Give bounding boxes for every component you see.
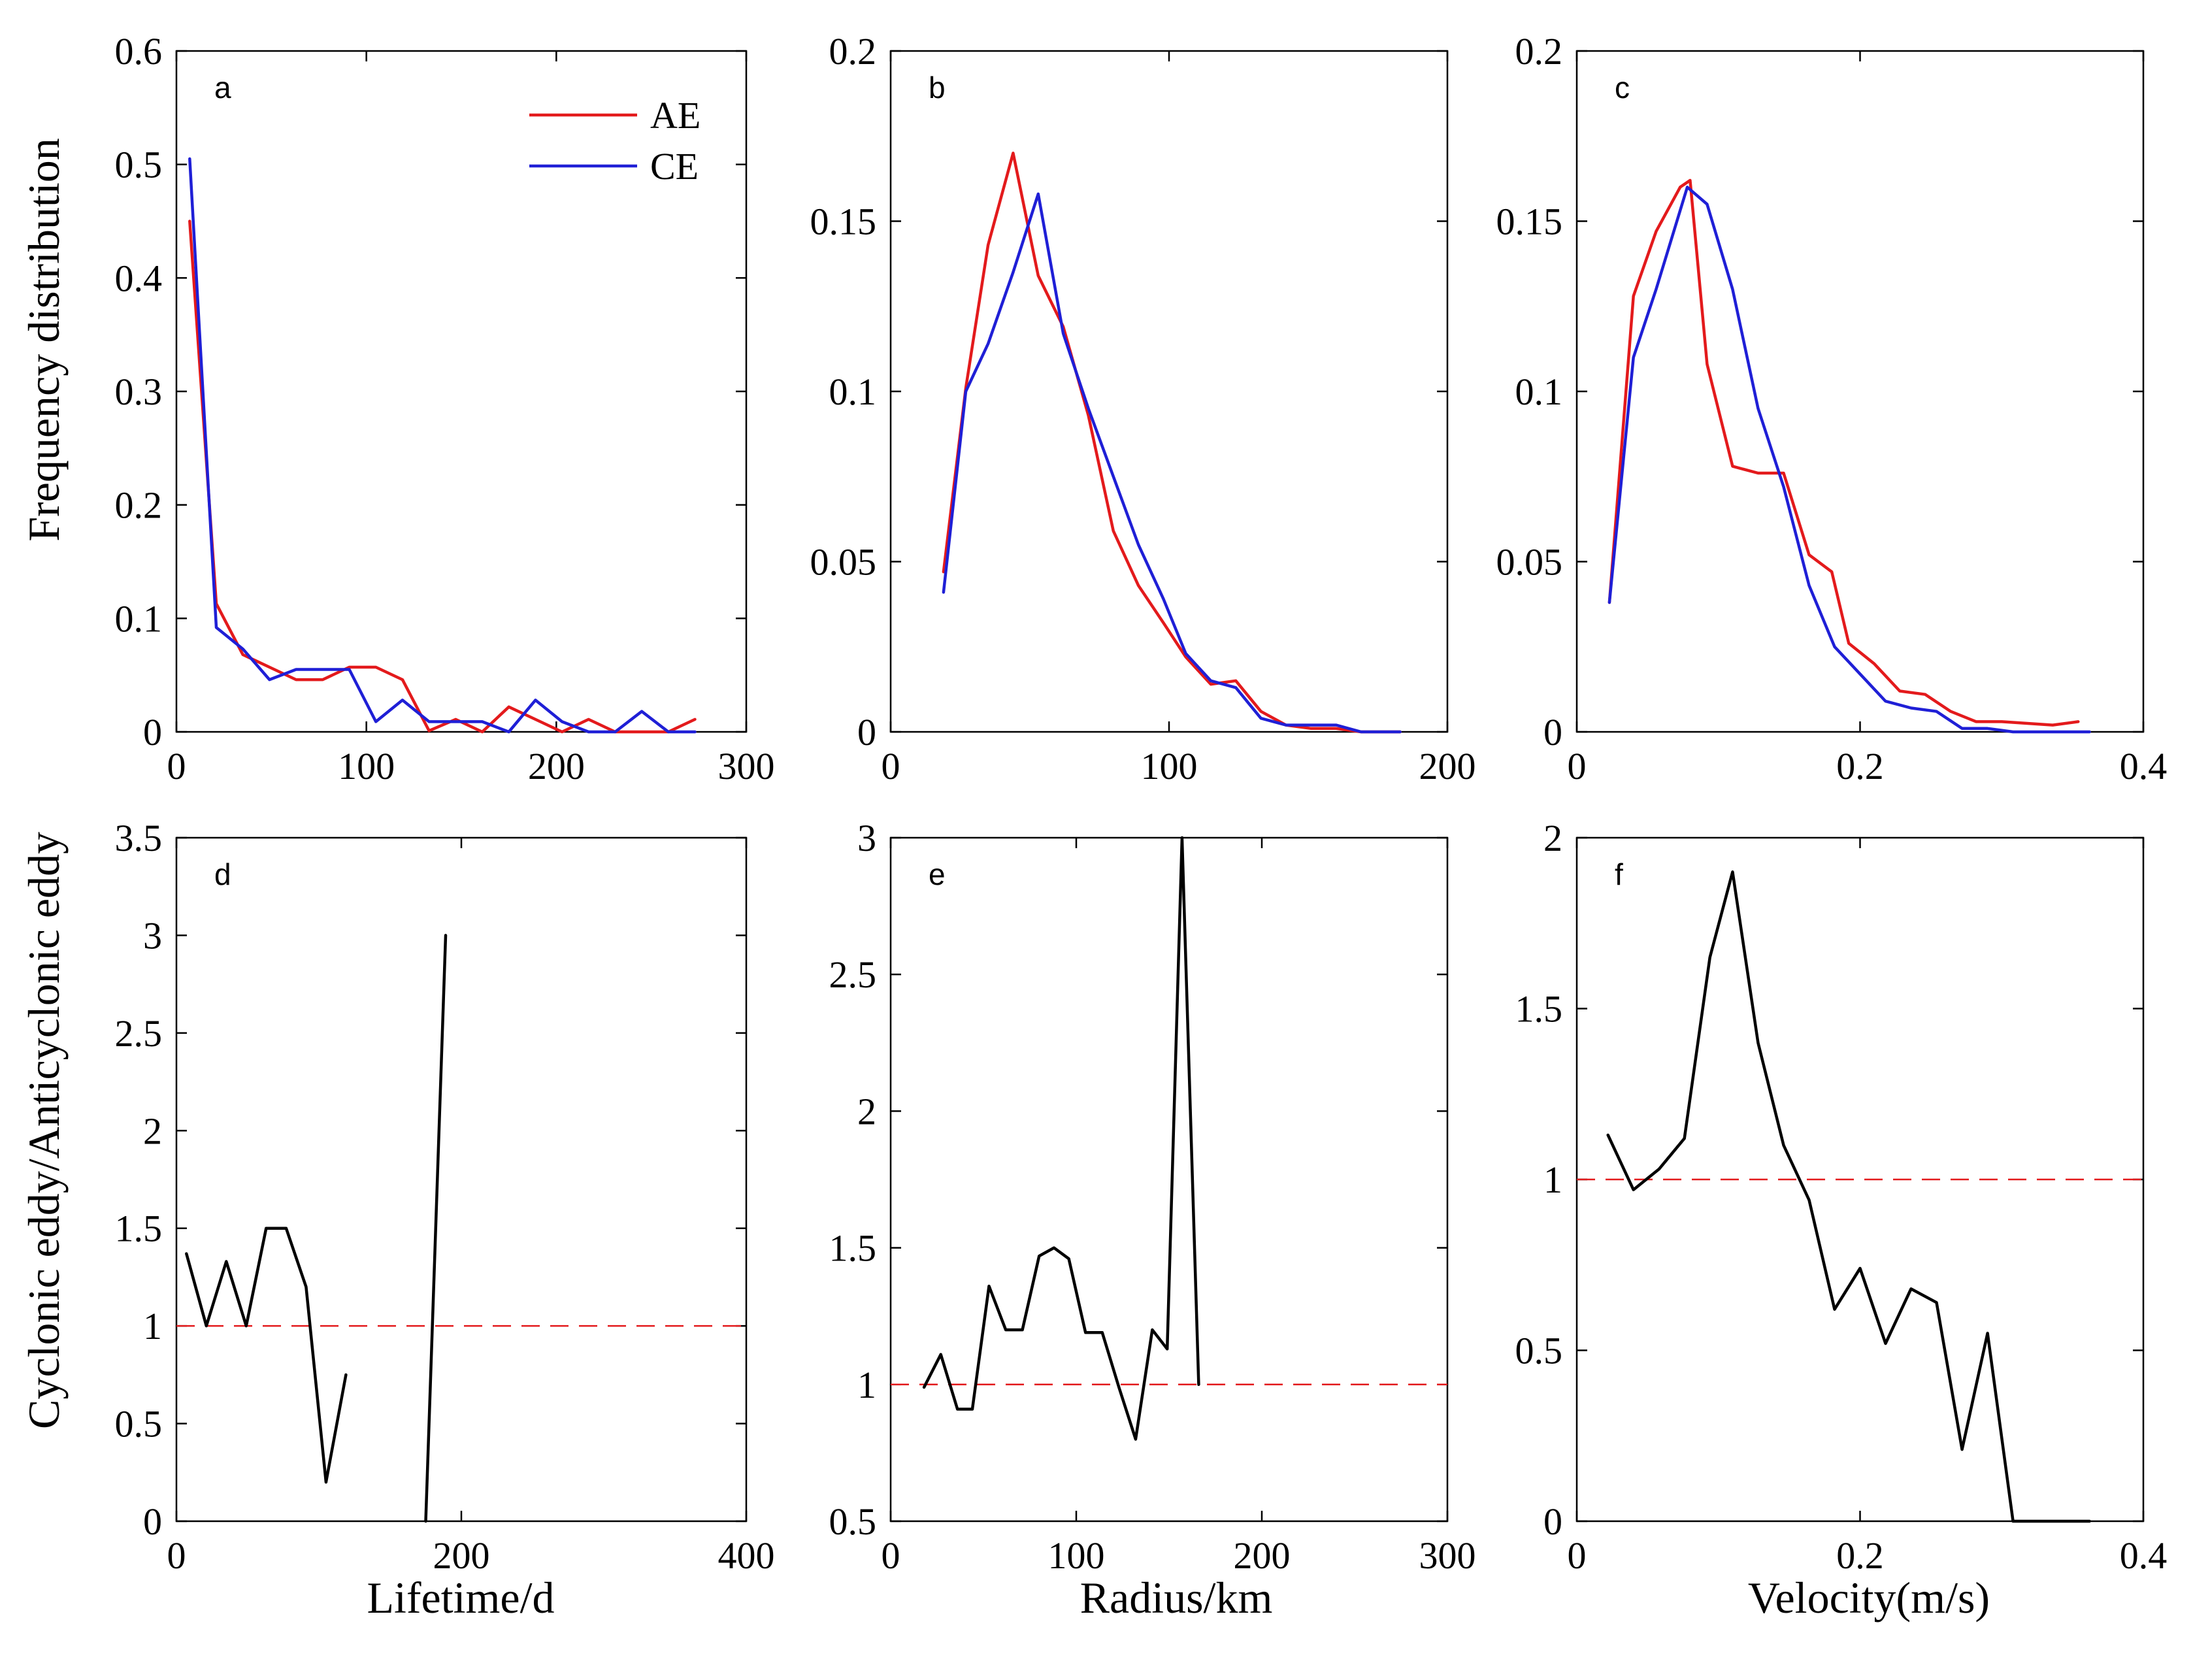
- y-tick-label-b-1: 0.05: [810, 541, 877, 584]
- x-tick-label-c-1: 0.2: [1836, 745, 1884, 787]
- series-line-a-ce: [188, 157, 697, 734]
- x-tick-label-a-2: 200: [528, 745, 585, 787]
- y-axis-label-top: Frequency distribution: [19, 138, 69, 542]
- y-tick-label-f-2: 1: [1543, 1159, 1562, 1201]
- x-tick-label-a-0: 0: [167, 745, 186, 787]
- x-tick-label-b-1: 100: [1141, 745, 1198, 787]
- y-tick-label-a-5: 0.5: [115, 144, 163, 186]
- y-tick-label-d-5: 2.5: [115, 1012, 163, 1055]
- y-tick-label-d-2: 1: [143, 1305, 162, 1347]
- panel-label-d: d: [214, 857, 231, 891]
- y-tick-label-f-0: 0: [1543, 1500, 1562, 1543]
- y-tick-label-e-0: 0.5: [829, 1500, 877, 1543]
- series-line-e-ratio: [922, 836, 1200, 1441]
- axes-box-f: [1575, 836, 2145, 1523]
- y-axis-label-bottom: Cyclonic eddy/Anticyclonic eddy: [19, 832, 69, 1429]
- x-axis-label-lifetime: Lifetime/d: [367, 1573, 554, 1622]
- series-line-c-ae: [1608, 178, 2080, 727]
- y-tick-label-b-3: 0.15: [810, 201, 877, 243]
- panel-label-b: b: [929, 71, 946, 105]
- y-tick-label-b-4: 0.2: [829, 30, 877, 73]
- axes-box-c: [1575, 50, 2145, 733]
- panel-b: 0 100 200 0 0.05 0.1 0.15 0.2 b: [810, 30, 1476, 787]
- panel-label-c: c: [1615, 71, 1630, 105]
- y-tick-label-f-4: 2: [1543, 817, 1562, 859]
- y-tick-label-a-3: 0.3: [115, 371, 163, 413]
- y-tick-label-a-2: 0.2: [115, 484, 163, 527]
- y-tick-label-e-4: 2.5: [829, 953, 877, 996]
- x-tick-label-f-0: 0: [1568, 1534, 1587, 1577]
- y-tick-label-d-3: 1.5: [115, 1208, 163, 1250]
- y-tick-label-c-1: 0.05: [1496, 541, 1563, 584]
- x-tick-label-d-1: 200: [433, 1534, 490, 1577]
- y-tick-label-b-0: 0: [857, 711, 876, 753]
- x-tick-label-b-0: 0: [882, 745, 900, 787]
- x-tick-label-e-3: 300: [1419, 1534, 1476, 1577]
- y-tick-label-d-0: 0: [143, 1500, 162, 1543]
- y-tick-label-e-5: 3: [857, 817, 876, 859]
- y-tick-label-a-0: 0: [143, 711, 162, 753]
- x-tick-label-a-3: 300: [718, 745, 775, 787]
- series-line-d-ratio-seg0: [185, 1227, 348, 1484]
- panel-d: 0 200 400 0 0.5 1 1.5 2 2.5 3 3.5 d: [115, 817, 775, 1577]
- y-tick-label-c-3: 0.15: [1496, 201, 1563, 243]
- panel-label-a: a: [214, 71, 231, 105]
- x-axis-label-radius: Radius/km: [1080, 1573, 1273, 1622]
- y-tick-label-e-2: 1.5: [829, 1227, 877, 1270]
- series-line-b-ae: [942, 152, 1402, 734]
- series-line-c-ce: [1608, 186, 2091, 734]
- x-tick-label-c-2: 0.4: [2120, 745, 2168, 787]
- x-tick-label-e-1: 100: [1048, 1534, 1105, 1577]
- legend-label-ce: CE: [650, 145, 699, 188]
- series-line-f-ratio: [1606, 870, 2091, 1523]
- x-tick-label-a-1: 100: [338, 745, 395, 787]
- y-tick-label-d-1: 0.5: [115, 1403, 163, 1445]
- panel-c: 0 0.2 0.4 0 0.05 0.1 0.15 0.2 c: [1496, 30, 2168, 787]
- y-tick-label-c-4: 0.2: [1515, 30, 1563, 73]
- panel-f: 0 0.2 0.4 0 0.5 1 1.5 2 f: [1515, 817, 2168, 1577]
- panel-label-e: e: [929, 857, 946, 891]
- y-tick-label-e-1: 1: [857, 1364, 876, 1406]
- series-line-a-ae: [188, 220, 697, 734]
- y-tick-label-c-0: 0: [1543, 711, 1562, 753]
- x-tick-label-d-0: 0: [167, 1534, 186, 1577]
- series-line-b-ce: [942, 192, 1402, 734]
- panel-a: 0 100 200 300 0 0.1 0.2 0.3 0.4 0.5 0.6 a AE CE: [115, 30, 775, 787]
- legend: AE CE: [529, 94, 701, 188]
- y-tick-label-d-7: 3.5: [115, 817, 163, 859]
- x-tick-label-c-0: 0: [1568, 745, 1587, 787]
- x-tick-label-d-2: 400: [718, 1534, 775, 1577]
- legend-label-ae: AE: [650, 94, 701, 137]
- y-tick-label-e-3: 2: [857, 1090, 876, 1132]
- axes-box-d: [175, 836, 748, 1523]
- x-tick-label-f-2: 0.4: [2120, 1534, 2168, 1577]
- y-tick-label-a-4: 0.4: [115, 257, 163, 299]
- x-tick-label-e-0: 0: [882, 1534, 900, 1577]
- x-axis-label-velocity: Velocity(m/s): [1748, 1573, 1990, 1622]
- panel-label-f: f: [1615, 857, 1623, 891]
- y-tick-label-b-2: 0.1: [829, 371, 877, 413]
- y-tick-label-a-6: 0.6: [115, 30, 163, 73]
- y-tick-label-d-6: 3: [143, 914, 162, 957]
- x-tick-label-e-2: 200: [1234, 1534, 1291, 1577]
- x-tick-label-f-1: 0.2: [1836, 1534, 1884, 1577]
- y-tick-label-d-4: 2: [143, 1110, 162, 1152]
- x-tick-label-b-2: 200: [1419, 745, 1476, 787]
- y-tick-label-f-3: 1.5: [1515, 988, 1563, 1030]
- panel-e: 0 100 200 300 0.5 1 1.5 2 2.5 3 e: [829, 817, 1476, 1577]
- series-line-d-ratio-seg1: [424, 934, 448, 1523]
- y-tick-label-f-1: 0.5: [1515, 1330, 1563, 1372]
- axes-box-e: [889, 836, 1449, 1523]
- y-tick-label-c-2: 0.1: [1515, 371, 1563, 413]
- y-tick-label-a-1: 0.1: [115, 597, 163, 640]
